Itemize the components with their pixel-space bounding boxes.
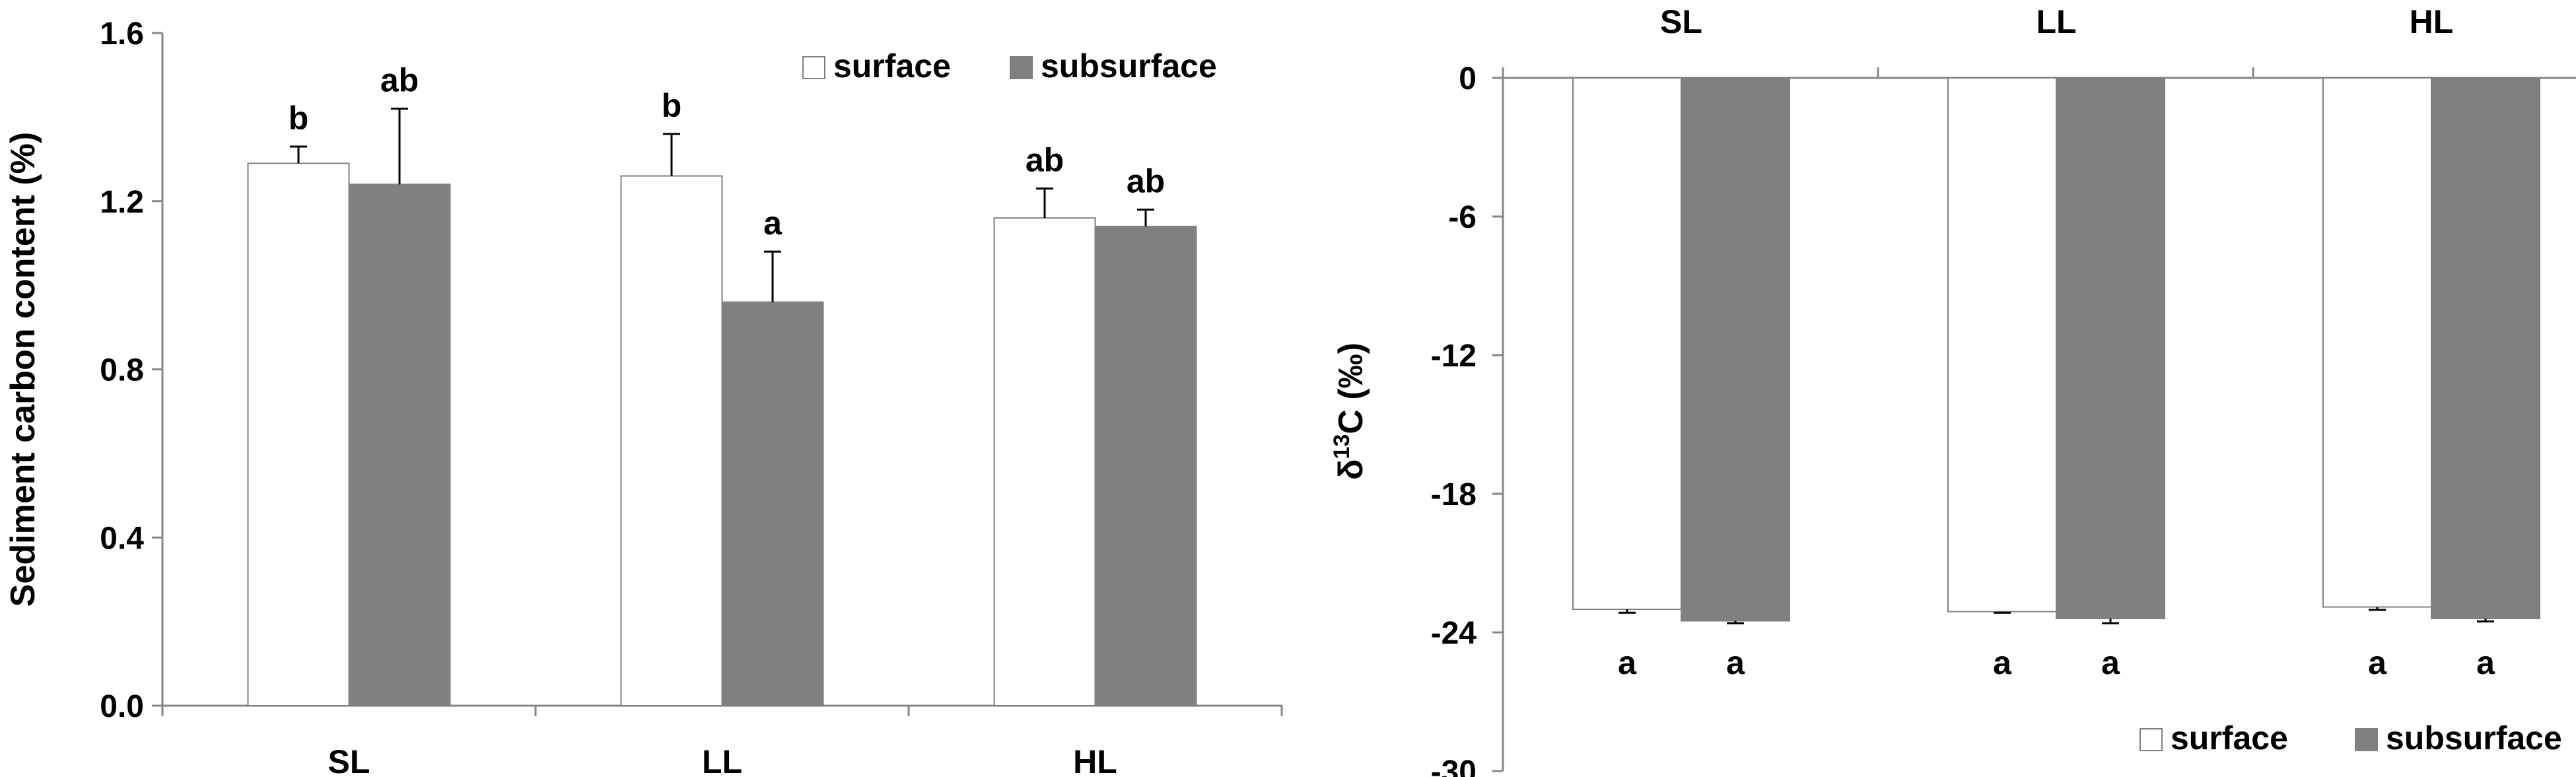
- c2-y-tick-label: -6: [1448, 200, 1477, 235]
- c2-legend-label-surface: surface: [2171, 720, 2288, 757]
- c2-significance-label: a: [2101, 644, 2120, 681]
- c2-significance-label: a: [2368, 644, 2387, 681]
- c2-x-tick-label: SL: [1660, 3, 1702, 40]
- c1-significance-label: ab: [1127, 162, 1165, 199]
- c1-significance-label: ab: [380, 62, 419, 99]
- c2-significance-label: a: [1993, 644, 2012, 681]
- c1-bar-subsurface-SL: [348, 184, 451, 706]
- c2-significance-label: a: [1618, 644, 1637, 681]
- c2-legend-swatch-surface: [2140, 728, 2163, 751]
- c1-legend-label-subsurface: subsurface: [1041, 48, 1217, 84]
- c2-x-tick-label: LL: [2036, 3, 2076, 40]
- c2-bar-surface-SL: [1572, 77, 1682, 610]
- c2-legend-label-subsurface: subsurface: [2386, 720, 2562, 757]
- c2-y-tick-label: -24: [1431, 616, 1477, 651]
- c1-significance-label: b: [289, 100, 309, 137]
- c2-y-tick-label: 0: [1459, 61, 1477, 96]
- c1-x-tick-label: HL: [1073, 743, 1117, 777]
- c2-bar-subsurface-LL: [2056, 77, 2165, 619]
- c2-bar-subsurface-SL: [1681, 77, 1790, 622]
- c1-bar-subsurface-LL: [721, 301, 824, 707]
- c1-bar-surface-SL: [247, 162, 350, 706]
- c2-y-tick-label: -18: [1431, 477, 1477, 512]
- c2-x-tick-label: HL: [2410, 3, 2454, 40]
- c1-bar-subsurface-HL: [1094, 225, 1197, 706]
- c1-significance-label: a: [763, 205, 783, 242]
- c2-bar-surface-LL: [1947, 77, 2057, 613]
- c2-significance-label: a: [2476, 644, 2495, 681]
- c1-y-axis-label: Sediment carbon content (%): [4, 132, 42, 607]
- c1-bar-surface-LL: [620, 175, 723, 707]
- c1-x-tick-label: SL: [328, 743, 370, 777]
- c1-legend-label-surface: surface: [833, 48, 951, 84]
- c1-y-tick-label: 0.8: [100, 353, 144, 388]
- c2-significance-label: a: [1726, 644, 1745, 681]
- c2-y-tick-label: -12: [1431, 339, 1477, 374]
- c1-y-tick-label: 0.4: [100, 521, 144, 556]
- c2-y-axis-label: δ13C (‰): [1329, 343, 1370, 480]
- c1-bar-surface-HL: [993, 217, 1096, 707]
- c1-x-tick-label: LL: [702, 743, 742, 777]
- c1-y-tick-label: 1.6: [100, 17, 144, 51]
- c2-legend-swatch-subsurface: [2355, 728, 2378, 751]
- c2-bar-surface-HL: [2322, 77, 2432, 608]
- c1-y-tick-label: 0.0: [100, 689, 144, 724]
- c2-bar-subsurface-HL: [2431, 77, 2540, 619]
- c1-significance-label: b: [662, 87, 682, 124]
- c1-significance-label: ab: [1026, 142, 1064, 179]
- c1-y-tick-label: 1.2: [100, 185, 144, 220]
- c1-legend-swatch-subsurface: [1010, 56, 1033, 79]
- c1-legend-swatch-surface: [802, 56, 825, 79]
- c2-y-tick-label: -30: [1431, 755, 1477, 777]
